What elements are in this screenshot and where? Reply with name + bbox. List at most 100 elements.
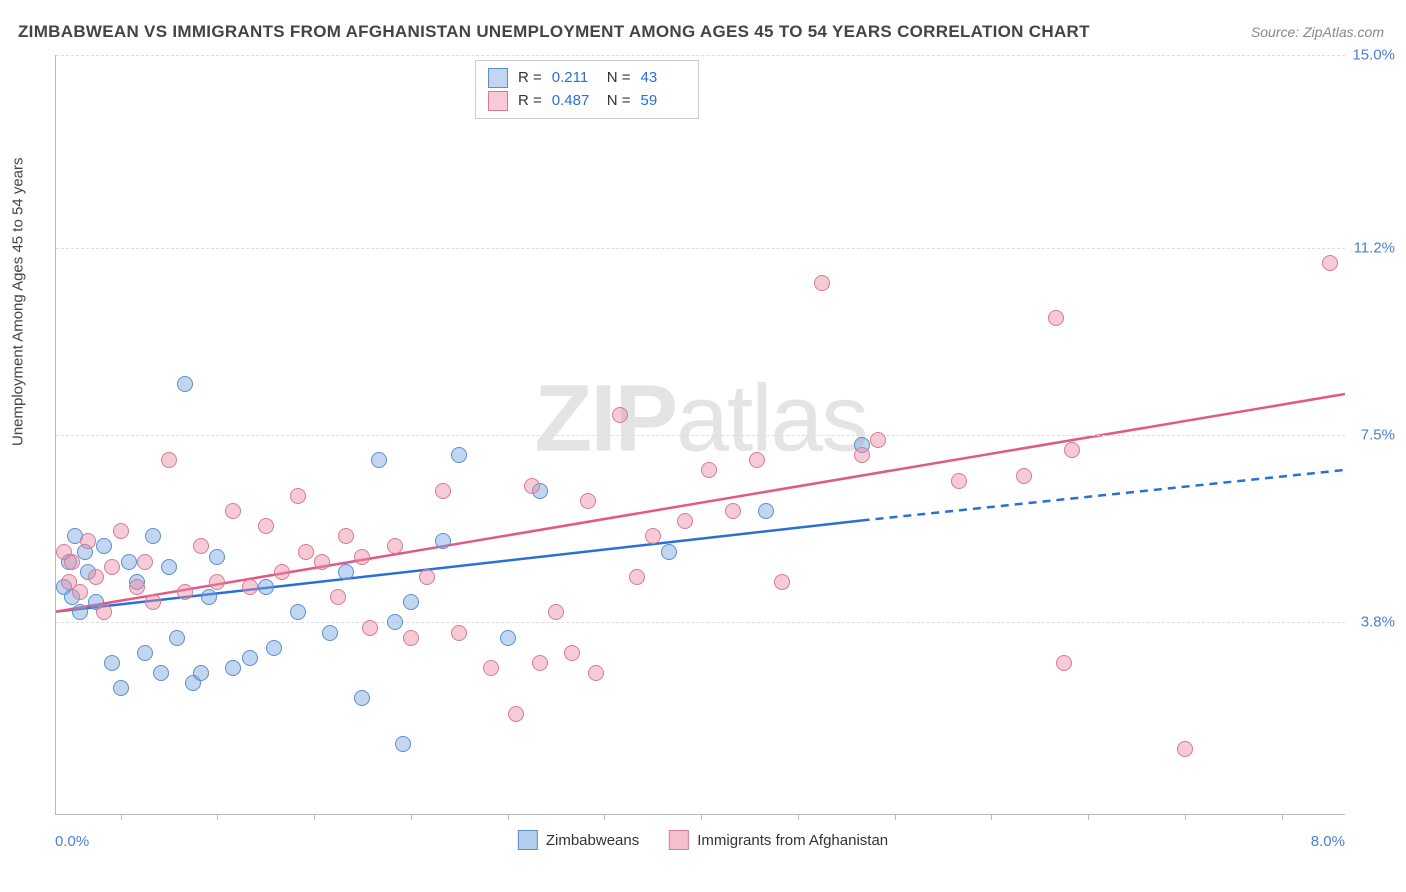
- data-point: [113, 680, 129, 696]
- data-point: [290, 488, 306, 504]
- data-point: [677, 513, 693, 529]
- data-point: [314, 554, 330, 570]
- data-point: [177, 376, 193, 392]
- data-point: [137, 645, 153, 661]
- data-point: [951, 473, 967, 489]
- data-point: [72, 584, 88, 600]
- data-point: [500, 630, 516, 646]
- legend-stat-row: R = 0.211 N = 43: [488, 67, 686, 90]
- legend-series-label: Immigrants from Afghanistan: [697, 832, 888, 849]
- legend-swatch: [488, 68, 508, 88]
- data-point: [1016, 468, 1032, 484]
- legend-series-label: Zimbabweans: [546, 832, 639, 849]
- x-tick: [411, 814, 412, 820]
- x-tick: [798, 814, 799, 820]
- data-point: [354, 549, 370, 565]
- data-point: [612, 407, 628, 423]
- x-tick: [604, 814, 605, 820]
- legend-r-value: 0.487: [552, 90, 597, 113]
- data-point: [629, 569, 645, 585]
- data-point: [96, 604, 112, 620]
- legend-n-value: 43: [641, 67, 686, 90]
- data-point: [354, 690, 370, 706]
- data-point: [145, 594, 161, 610]
- data-point: [435, 483, 451, 499]
- x-tick: [121, 814, 122, 820]
- data-point: [645, 528, 661, 544]
- legend-stat-row: R =0.487N =59: [488, 90, 686, 113]
- data-point: [330, 589, 346, 605]
- x-tick: [508, 814, 509, 820]
- x-tick: [1088, 814, 1089, 820]
- y-tick-label: 15.0%: [1352, 47, 1395, 64]
- gridline: [56, 55, 1345, 56]
- legend-stats: R =0.211N =43R =0.487N =59: [475, 60, 699, 119]
- data-point: [564, 645, 580, 661]
- y-axis-label: Unemployment Among Ages 45 to 54 years: [10, 157, 27, 446]
- data-point: [193, 665, 209, 681]
- data-point: [298, 544, 314, 560]
- data-point: [661, 544, 677, 560]
- data-point: [290, 604, 306, 620]
- data-point: [225, 503, 241, 519]
- data-point: [548, 604, 564, 620]
- data-point: [258, 579, 274, 595]
- legend-r-label: R =: [518, 67, 542, 90]
- data-point: [266, 640, 282, 656]
- data-point: [242, 579, 258, 595]
- data-point: [104, 559, 120, 575]
- data-point: [532, 655, 548, 671]
- data-point: [88, 569, 104, 585]
- x-axis-max: 8.0%: [1311, 833, 1345, 850]
- data-point: [242, 650, 258, 666]
- data-point: [371, 452, 387, 468]
- gridline: [56, 248, 1345, 249]
- data-point: [338, 564, 354, 580]
- legend-r-value: 0.211: [552, 67, 597, 90]
- watermark: ZIPatlas: [534, 365, 866, 474]
- data-point: [145, 528, 161, 544]
- data-point: [774, 574, 790, 590]
- legend-swatch: [518, 830, 538, 850]
- data-point: [387, 614, 403, 630]
- data-point: [508, 706, 524, 722]
- data-point: [758, 503, 774, 519]
- data-point: [113, 523, 129, 539]
- y-tick-label: 11.2%: [1354, 239, 1395, 256]
- data-point: [1056, 655, 1072, 671]
- data-point: [403, 630, 419, 646]
- x-tick: [895, 814, 896, 820]
- legend-n-label: N =: [607, 90, 631, 113]
- data-point: [1177, 741, 1193, 757]
- data-point: [814, 275, 830, 291]
- data-point: [161, 452, 177, 468]
- data-point: [338, 528, 354, 544]
- legend-n-label: N =: [607, 67, 631, 90]
- data-point: [137, 554, 153, 570]
- data-point: [209, 574, 225, 590]
- data-point: [870, 432, 886, 448]
- data-point: [419, 569, 435, 585]
- data-point: [209, 549, 225, 565]
- data-point: [225, 660, 241, 676]
- data-point: [1064, 442, 1080, 458]
- correlation-chart: ZIMBABWEAN VS IMMIGRANTS FROM AFGHANISTA…: [0, 0, 1406, 892]
- data-point: [64, 554, 80, 570]
- data-point: [80, 533, 96, 549]
- y-tick-label: 3.8%: [1361, 614, 1395, 631]
- x-tick: [701, 814, 702, 820]
- data-point: [403, 594, 419, 610]
- data-point: [701, 462, 717, 478]
- data-point: [169, 630, 185, 646]
- legend-series-item: Zimbabweans: [518, 830, 639, 850]
- data-point: [524, 478, 540, 494]
- data-point: [104, 655, 120, 671]
- data-point: [129, 579, 145, 595]
- data-point: [1322, 255, 1338, 271]
- data-point: [483, 660, 499, 676]
- data-point: [387, 538, 403, 554]
- data-point: [451, 447, 467, 463]
- data-point: [201, 589, 217, 605]
- data-point: [96, 538, 112, 554]
- data-point: [177, 584, 193, 600]
